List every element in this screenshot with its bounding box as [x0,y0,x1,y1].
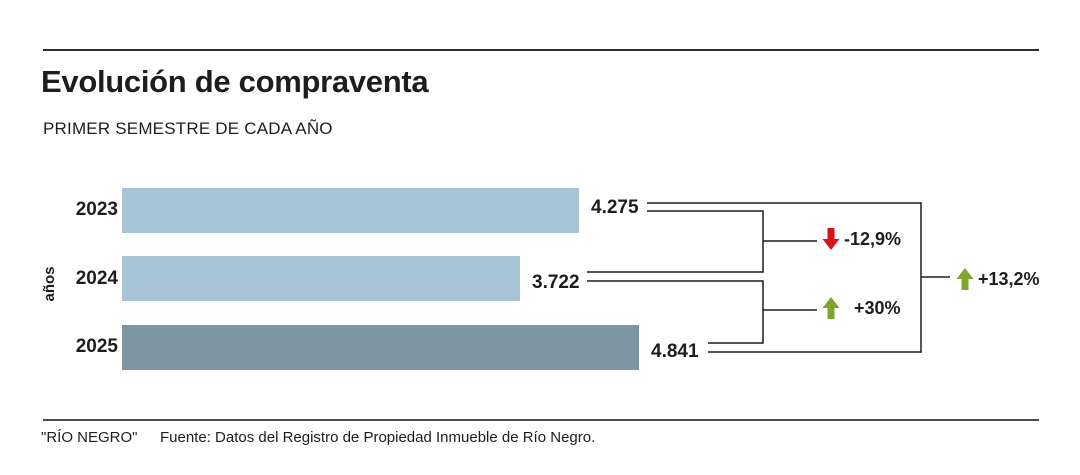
bar-2024 [122,256,520,301]
value-label-2023: 4.275 [591,197,639,218]
pct-change-2024-2025: +30% [854,298,901,318]
year-label-2023: 2023 [75,199,118,220]
up-arrow-icon [822,297,840,319]
top-rule [43,49,1039,51]
chart-title: Evolución de compraventa [41,64,429,99]
year-label-2024: 2024 [75,268,118,289]
down-arrow-icon [822,228,840,250]
bar-2023 [122,188,579,233]
footer-source: Fuente: Datos del Registro de Propiedad … [160,429,596,446]
footer-brand: "RÍO NEGRO" [41,429,138,446]
up-arrow-icon-total [956,268,974,290]
value-label-2024: 3.722 [532,272,580,293]
chart-subtitle: PRIMER SEMESTRE DE CADA AÑO [43,119,333,138]
pct-change-2023-2025: +13,2% [978,269,1040,289]
pct-change-2023-2024: -12,9% [844,229,902,249]
bar-2025 [122,325,639,370]
year-label-2025: 2025 [75,336,118,357]
bottom-rule [43,419,1039,421]
value-label-2025: 4.841 [651,341,699,362]
